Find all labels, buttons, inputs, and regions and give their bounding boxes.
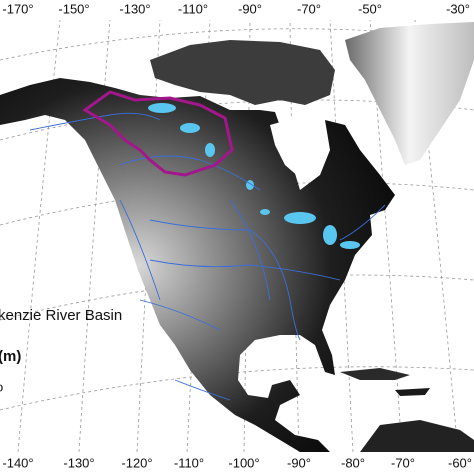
bottom-band bbox=[0, 452, 474, 474]
bottom-longitude-label: -110° bbox=[174, 455, 204, 470]
top-longitude-label: -30° bbox=[446, 1, 470, 16]
top-longitude-label: -90° bbox=[238, 1, 262, 16]
top-longitude-label: -130° bbox=[119, 1, 150, 16]
land bbox=[0, 22, 474, 452]
basin-label: kenzie River Basin bbox=[0, 307, 122, 324]
elevation-value: o bbox=[0, 379, 3, 394]
bottom-longitude-label: -80° bbox=[341, 455, 365, 470]
bottom-longitude-label: -90° bbox=[287, 455, 311, 470]
rivers bbox=[29, 112, 386, 401]
bottom-longitude-label: -140° bbox=[2, 455, 33, 470]
bottom-longitude-label: -120° bbox=[121, 455, 152, 470]
top-labels: -170° -150° -130° -110° -90° -70° -50° -30° bbox=[2, 1, 470, 16]
lakes bbox=[148, 103, 360, 249]
top-longitude-label: -50° bbox=[358, 1, 382, 16]
bottom-longitude-label: -130° bbox=[63, 455, 94, 470]
bottom-labels: -140° -130° -120° -110° -100° -90° -80° -70° -60… bbox=[2, 455, 472, 470]
top-longitude-label: -110° bbox=[178, 1, 208, 16]
top-longitude-label: -170° bbox=[2, 1, 33, 16]
elevation-title: (m) bbox=[0, 348, 21, 365]
top-longitude-label: -70° bbox=[297, 1, 321, 16]
bottom-longitude-label: -100° bbox=[228, 455, 259, 470]
bottom-longitude-label: -70° bbox=[391, 455, 415, 470]
basin-outline bbox=[82, 90, 234, 177]
top-longitude-label: -150° bbox=[58, 1, 89, 16]
bottom-longitude-label: -60° bbox=[448, 455, 472, 470]
